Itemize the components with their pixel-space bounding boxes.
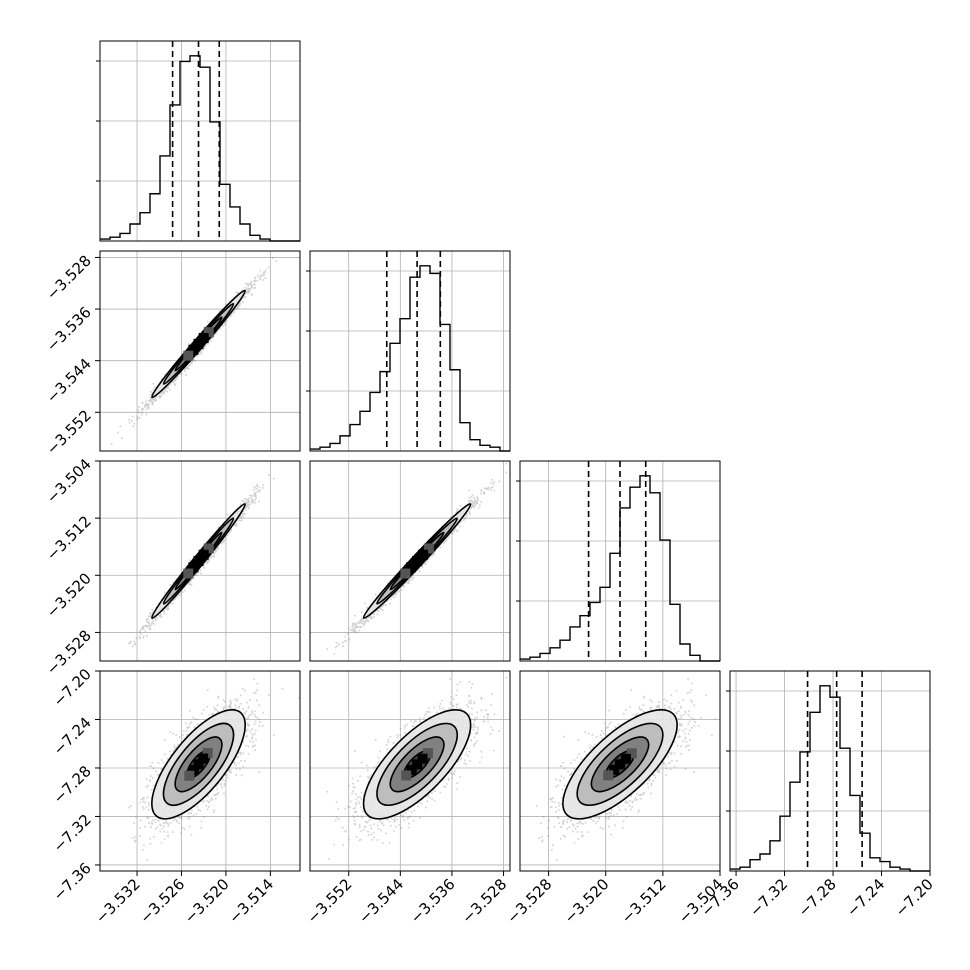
y-tick-label: −3.512 [43,512,95,564]
density-block [406,764,417,775]
density-block [417,753,428,764]
panel-frame [309,670,511,872]
y-tick-label: −3.536 [43,303,95,355]
density-block [188,765,199,776]
scatter-panel [309,460,511,662]
density-block [412,759,423,770]
x-tick-label: −3.528 [503,875,555,927]
x-tick-label: −3.520 [561,875,613,927]
panel-frame [99,460,301,662]
density-block [202,747,213,758]
panel-frame [729,670,931,872]
density-block [203,543,214,554]
x-tick-label: −3.532 [92,875,144,927]
scatter-panel [519,670,721,872]
histogram-step [100,55,300,242]
density-block [620,753,631,764]
x-tick-label: −7.32 [746,875,791,920]
scatter-panel [99,250,301,452]
scatter-panel [309,670,511,872]
density-block [198,333,209,344]
panel-frame [99,250,301,452]
y-tick-label: −3.544 [43,355,95,407]
panel-frame [309,460,511,662]
panel-frame [519,670,721,872]
scatter-panel [99,460,301,662]
density-block [193,556,204,566]
density-block [193,338,204,349]
panel-frame [309,250,511,452]
y-tick-label: −7.24 [50,714,95,759]
density-block [188,344,199,355]
y-tick-label: −3.520 [43,569,95,621]
panel-frame [99,670,301,872]
x-tick-label: −3.544 [355,875,407,927]
x-tick-label: −3.526 [136,875,188,927]
density-block [615,759,625,770]
density-block [198,549,209,560]
panel-frame [99,40,301,242]
density-block [184,770,195,781]
histogram-panel [306,250,511,452]
y-tick-label: −7.32 [50,811,95,856]
density-block [183,350,194,361]
x-tick-label: −3.552 [304,875,356,927]
density-block [203,327,214,338]
scatter-panel [99,670,301,872]
histogram-panel [726,670,931,872]
density-block [188,562,199,573]
density-block [423,543,434,554]
x-tick-label: −3.520 [181,875,233,927]
x-tick-label: −3.536 [407,875,459,927]
density-block [198,753,209,764]
y-tick-label: −7.28 [50,762,95,807]
density-block [609,764,620,775]
x-tick-label: −7.28 [795,875,840,920]
density-block [417,549,428,560]
histogram-step [730,685,930,872]
y-tick-label: −7.36 [50,859,95,904]
panel-frame [519,460,721,662]
density-block [422,748,433,759]
density-block [406,562,417,573]
density-block [412,556,423,566]
density-block [626,748,637,759]
density-block [400,568,411,579]
x-tick-label: −3.512 [618,875,670,927]
y-tick-label: −3.504 [43,455,95,507]
x-tick-label: −7.20 [892,875,937,920]
density-block [603,770,614,781]
x-tick-label: −3.528 [458,875,510,927]
x-tick-label: −7.24 [843,875,888,920]
y-tick-label: −3.552 [43,406,95,458]
density-block [193,759,204,770]
x-tick-label: −3.514 [225,875,277,927]
histogram-panel [96,40,301,242]
density-block [183,568,194,579]
histogram-panel [516,460,721,662]
density-block [401,770,412,781]
y-tick-label: −3.528 [43,252,95,304]
histogram-step [310,265,510,452]
